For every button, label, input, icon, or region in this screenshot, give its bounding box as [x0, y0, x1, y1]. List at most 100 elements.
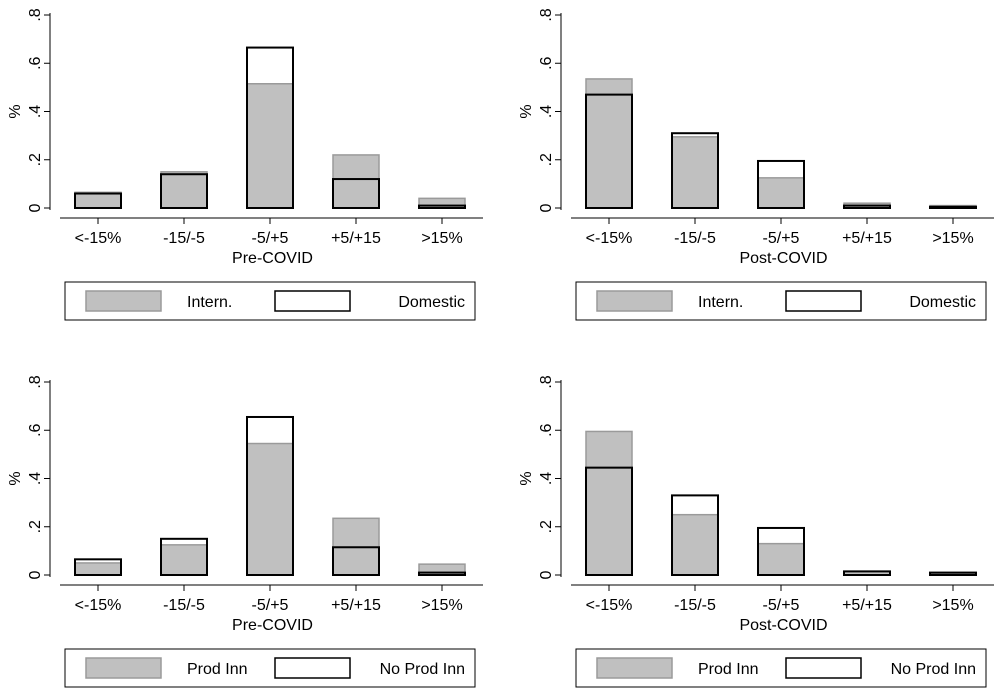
legend-label: Domestic — [398, 294, 465, 311]
legend-label: Prod Inn — [698, 661, 758, 678]
y-tick-label: 0 — [27, 570, 44, 579]
x-tick-label: -15/-5 — [674, 597, 716, 614]
legend-label: No Prod Inn — [891, 661, 976, 678]
y-tick-label: .2 — [538, 520, 555, 533]
y-tick-label: .8 — [538, 8, 555, 21]
y-axis-label: % — [518, 104, 535, 118]
bar-outline — [74, 192, 122, 209]
y-tick-label: .8 — [27, 8, 44, 21]
bar-outline — [671, 132, 719, 209]
y-tick-label: .4 — [538, 105, 555, 118]
bar-filled — [246, 442, 294, 576]
bar-filled — [160, 544, 208, 576]
legend-label: Intern. — [187, 294, 232, 311]
x-tick-label: >15% — [421, 597, 462, 614]
x-axis-label: Post-COVID — [739, 617, 827, 634]
y-tick-label: .2 — [27, 520, 44, 533]
y-tick-label: 0 — [538, 203, 555, 212]
legend-key-outline — [274, 290, 351, 312]
x-tick-label: -15/-5 — [163, 230, 205, 247]
bar-outline — [246, 415, 294, 577]
bar-outline — [74, 558, 122, 576]
bar-outline — [418, 571, 466, 577]
bar-outline — [246, 46, 294, 209]
bar-filled — [585, 78, 633, 209]
bar-outline — [843, 204, 891, 209]
y-tick-label: .2 — [27, 153, 44, 166]
x-tick-label: <-15% — [586, 597, 633, 614]
bar-filled — [671, 513, 719, 576]
legend: Intern. Domestic — [64, 281, 476, 321]
x-tick-label: -15/-5 — [674, 230, 716, 247]
x-tick-label: >15% — [421, 230, 462, 247]
bar-filled — [246, 83, 294, 209]
x-tick-label: >15% — [932, 597, 973, 614]
x-tick-label: +5/+15 — [331, 597, 381, 614]
x-axis-label: Post-COVID — [739, 250, 827, 267]
bar-outline — [160, 537, 208, 576]
legend: Prod Inn No Prod Inn — [575, 648, 987, 688]
y-tick-label: .4 — [538, 472, 555, 485]
bar-outline — [160, 173, 208, 210]
legend-key-filled — [596, 657, 673, 679]
bar-outline — [757, 526, 805, 576]
legend-key-outline — [785, 657, 862, 679]
y-tick-label: .6 — [27, 423, 44, 436]
chart-panel: 0 .2 .4 .6 .8% <-15% -15/-5 -5/+5 +5/+15 >15% Pre-… — [7, 375, 483, 688]
y-tick-label: .4 — [27, 472, 44, 485]
chart-panel: 0 .2 .4 .6 .8% <-15% -15/-5 -5/+5 +5/+15 >15% Post… — [518, 375, 994, 688]
y-tick-label: 0 — [538, 570, 555, 579]
bar-outline — [929, 205, 977, 209]
x-tick-label: -5/+5 — [252, 597, 289, 614]
x-tick-label: <-15% — [75, 597, 122, 614]
bar-filled — [757, 542, 805, 576]
legend: Intern. Domestic — [575, 281, 987, 321]
legend-key-outline — [274, 657, 351, 679]
bar-outline — [418, 204, 466, 209]
x-tick-label: >15% — [932, 230, 973, 247]
legend-key-filled — [596, 290, 673, 312]
bar-filled — [74, 191, 122, 209]
bar-outline — [585, 466, 633, 576]
bar-filled — [74, 562, 122, 576]
bar-filled — [671, 136, 719, 209]
x-tick-label: <-15% — [75, 230, 122, 247]
x-tick-label: -5/+5 — [763, 597, 800, 614]
x-tick-label: -5/+5 — [252, 230, 289, 247]
bar-outline — [843, 570, 891, 576]
bar-outline — [585, 93, 633, 209]
y-tick-label: .6 — [27, 56, 44, 69]
x-tick-label: +5/+15 — [842, 230, 892, 247]
legend-key-filled — [85, 657, 162, 679]
x-tick-label: -15/-5 — [163, 597, 205, 614]
bar-filled — [585, 430, 633, 576]
y-tick-label: 0 — [27, 203, 44, 212]
bar-filled — [160, 171, 208, 209]
x-axis-label: Pre-COVID — [232, 250, 313, 267]
x-axis-label: Pre-COVID — [232, 617, 313, 634]
legend-key-filled — [85, 290, 162, 312]
x-tick-label: +5/+15 — [842, 597, 892, 614]
bar-filled — [332, 154, 380, 209]
bar-outline — [671, 494, 719, 577]
y-axis-label: % — [518, 471, 535, 485]
y-tick-label: .8 — [538, 375, 555, 388]
bar-outline — [332, 178, 380, 210]
x-tick-label: <-15% — [586, 230, 633, 247]
legend-label: Intern. — [698, 294, 743, 311]
bar-outline — [332, 546, 380, 576]
bar-outline — [757, 159, 805, 210]
bar-filled — [757, 177, 805, 209]
bar-outline — [929, 571, 977, 577]
legend-key-outline — [785, 290, 862, 312]
y-axis-label: % — [7, 471, 24, 485]
x-tick-label: -5/+5 — [763, 230, 800, 247]
y-tick-label: .8 — [27, 375, 44, 388]
legend-label: No Prod Inn — [380, 661, 465, 678]
legend-label: Prod Inn — [187, 661, 247, 678]
legend: Prod Inn No Prod Inn — [64, 648, 476, 688]
chart-panel: 0 .2 .4 .6 .8% <-15% -15/-5 -5/+5 +5/+15 >15% Pre-… — [7, 8, 483, 321]
legend-label: Domestic — [909, 294, 976, 311]
y-tick-label: .6 — [538, 56, 555, 69]
x-tick-label: +5/+15 — [331, 230, 381, 247]
